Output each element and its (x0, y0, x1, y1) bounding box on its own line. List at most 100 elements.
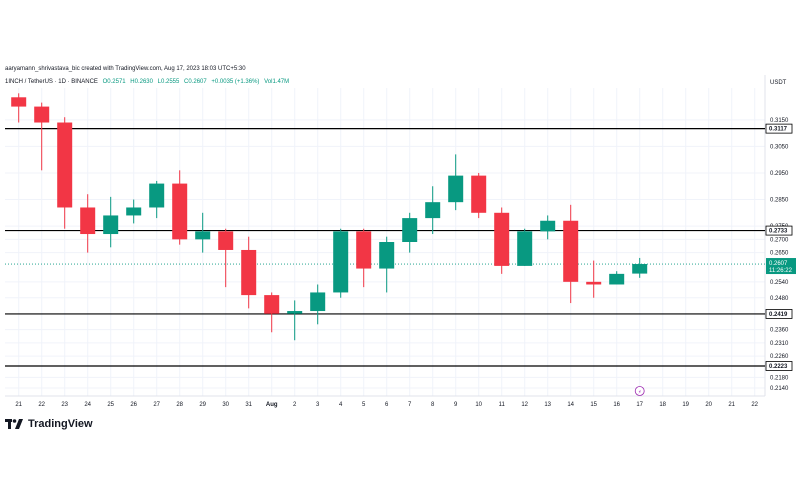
x-tick-label: 15 (590, 402, 597, 408)
x-tick-label: 7 (408, 402, 412, 408)
x-tick-label: 14 (567, 402, 574, 408)
level-label: 0.2223 (769, 364, 788, 370)
event-marker-icon (634, 386, 645, 396)
y-tick-label: 0.2480 (770, 296, 789, 302)
x-tick-label: 29 (199, 402, 206, 408)
x-tick-label: 23 (61, 402, 68, 408)
candle-body (402, 218, 418, 242)
candle-body (195, 231, 211, 240)
x-tick-label: 19 (682, 402, 689, 408)
current-price-label: 0.2607 (769, 261, 788, 267)
current-price-box (766, 258, 796, 275)
candle-body (425, 202, 441, 219)
tradingview-logo-icon (5, 419, 23, 429)
candle-body (379, 242, 395, 269)
candle-body (126, 207, 142, 216)
level-label-box (765, 123, 793, 134)
x-tick-label: 9 (454, 402, 458, 408)
chart-credit: aaryamann_shrivastava_bic created with T… (5, 66, 246, 72)
candle-body (494, 212, 510, 266)
candle-body (517, 231, 533, 266)
x-tick-label: 2 (293, 402, 297, 408)
x-tick-label: 26 (130, 402, 137, 408)
y-tick-label: 0.2950 (770, 171, 789, 177)
tradingview-logo[interactable]: TradingView (5, 418, 93, 430)
x-tick-label: 11 (499, 402, 506, 408)
event-marker-glyph: ⚡ (638, 390, 642, 396)
candle-body (80, 207, 96, 235)
candle-body (333, 231, 349, 293)
y-tick-label: 0.3050 (770, 144, 789, 150)
candle-body (57, 122, 73, 208)
y-tick-label: 0.2260 (770, 354, 789, 360)
level-label: 0.2733 (769, 229, 788, 235)
level-label-box (765, 225, 793, 236)
x-tick-label: 22 (751, 402, 758, 408)
y-tick-label: 0.2360 (770, 328, 789, 334)
candle-body (34, 106, 50, 123)
x-tick-label: 24 (84, 402, 91, 408)
y-tick-label: 0.2700 (770, 237, 789, 243)
x-tick-label: 21 (728, 402, 735, 408)
x-tick-label: 10 (475, 402, 482, 408)
level-label: 0.3117 (769, 127, 788, 133)
level-label-box (765, 309, 793, 319)
volume-value: Vol1.47M (264, 79, 290, 85)
x-tick-label: 17 (636, 402, 643, 408)
low-value: L0.2555 (157, 79, 180, 85)
candle-body (471, 175, 487, 213)
x-tick-label: 5 (362, 402, 366, 408)
x-tick-label: 16 (613, 402, 620, 408)
candle-body (448, 175, 464, 203)
y-tick-label: 0.2310 (770, 341, 789, 347)
x-tick-label: 25 (107, 402, 114, 408)
candle-body (356, 231, 372, 269)
high-value: H0.2630 (130, 79, 153, 85)
x-tick-label: 8 (431, 402, 435, 408)
x-tick-label: 3 (316, 402, 320, 408)
candle-body (609, 273, 625, 285)
countdown-label: 11:26:22 (769, 268, 793, 274)
candle-body (287, 311, 303, 314)
candle-body (149, 183, 165, 208)
candle-body (241, 249, 257, 296)
x-tick-label: 22 (38, 402, 45, 408)
level-label-box (765, 361, 793, 371)
x-tick-label: 12 (521, 402, 528, 408)
y-tick-label: 0.3150 (770, 118, 789, 124)
x-tick-label: 4 (339, 402, 343, 408)
candle-body (218, 231, 234, 250)
candle-body (264, 295, 280, 314)
candle-body (172, 183, 188, 240)
x-tick-label: 6 (385, 402, 389, 408)
level-label: 0.2419 (769, 312, 788, 318)
candle-body (103, 215, 119, 235)
candle-body (11, 97, 27, 107)
symbol-ohlc-row[interactable]: 1INCH / TetherUS · 1D · BINANCE O0.2571 … (5, 79, 289, 85)
x-tick-label: Aug (266, 402, 278, 408)
brand-name: TradingView (28, 418, 93, 430)
candle-body (563, 220, 579, 282)
x-tick-label: 13 (544, 402, 551, 408)
change-value: +0.0035 (+1.36%) (211, 79, 260, 85)
symbol-title[interactable]: 1INCH / TetherUS · 1D · BINANCE (5, 79, 98, 85)
y-tick-label: 0.2650 (770, 251, 789, 257)
candle-body (586, 281, 602, 285)
currency-label: USDT (770, 80, 787, 86)
x-tick-label: 20 (705, 402, 712, 408)
y-tick-label: 0.2140 (770, 386, 789, 392)
x-tick-label: 28 (176, 402, 183, 408)
x-tick-label: 30 (222, 402, 229, 408)
x-tick-label: 31 (245, 402, 252, 408)
y-tick-label: 0.2850 (770, 198, 789, 204)
close-value: C0.2607 (184, 79, 207, 85)
y-tick-label: 0.2180 (770, 375, 789, 381)
x-tick-label: 21 (15, 402, 22, 408)
y-tick-label: 0.2540 (770, 280, 789, 286)
candle-body (540, 220, 556, 232)
candle-body (632, 264, 648, 274)
x-tick-label: 27 (153, 402, 160, 408)
candle-body (310, 292, 326, 312)
open-value: O0.2571 (102, 79, 126, 85)
